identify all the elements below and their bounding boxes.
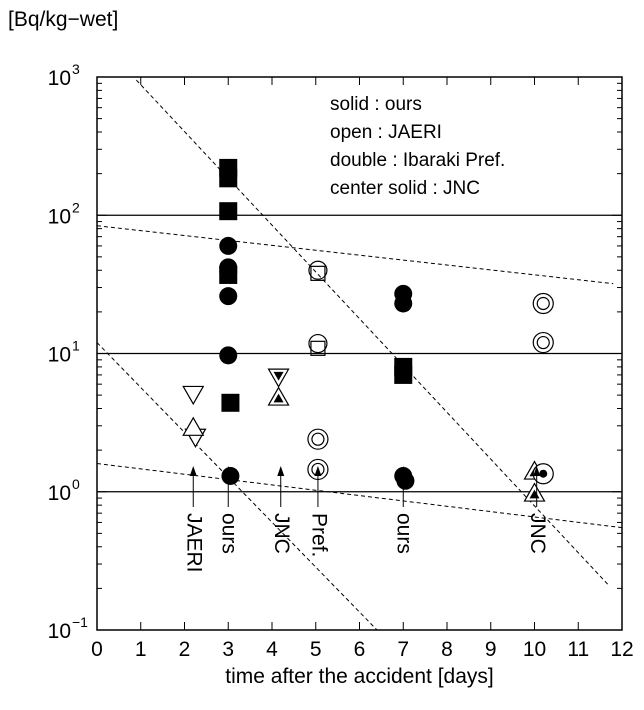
marker-filled-circle bbox=[396, 471, 415, 490]
open-square-marker bbox=[310, 265, 326, 281]
annotation-label: JAERI bbox=[183, 513, 206, 573]
legend-entry: double : Ibaraki Pref. bbox=[330, 150, 505, 171]
x-tick-label: 1 bbox=[135, 638, 147, 661]
annotation-arrow-head bbox=[277, 466, 285, 476]
marker-open-triangle-down bbox=[182, 385, 205, 406]
annotation-arrow-head bbox=[314, 466, 322, 476]
marker-filled-square bbox=[394, 365, 413, 384]
center-solid-triangle-up-inner bbox=[273, 393, 284, 403]
x-tick-label: 8 bbox=[441, 638, 453, 661]
marker-filled-circle bbox=[219, 236, 238, 255]
annotation-label: ours bbox=[393, 513, 416, 554]
x-tick-label: 5 bbox=[310, 638, 322, 661]
open-circle-marker bbox=[308, 260, 328, 280]
x-tick-label: 6 bbox=[354, 638, 366, 661]
marker-filled-circle bbox=[219, 346, 238, 365]
filled-square-marker bbox=[221, 393, 240, 412]
marker-filled-circle bbox=[219, 287, 238, 306]
y-tick-label: 10 bbox=[48, 67, 71, 90]
marker-filled-square bbox=[221, 393, 240, 412]
double-circle-outer bbox=[307, 428, 329, 450]
marker-open-triangle-up bbox=[182, 416, 205, 436]
double-circle-inner bbox=[536, 296, 550, 311]
marker-circle-center-solid bbox=[532, 463, 554, 485]
double-circle-inner bbox=[536, 335, 550, 350]
filled-square-marker bbox=[219, 202, 238, 221]
marker-double-circle bbox=[532, 292, 554, 315]
annotation: JAERI bbox=[183, 466, 206, 573]
filled-circle-marker bbox=[219, 236, 238, 255]
annotation: Pref. bbox=[307, 466, 330, 557]
y-tick-label: 10 bbox=[48, 482, 71, 505]
marker-triangle-down-center-solid bbox=[267, 368, 290, 388]
x-tick-label: 4 bbox=[266, 638, 278, 661]
filled-circle-marker bbox=[219, 262, 238, 281]
legend-entry: open : JAERI bbox=[330, 122, 442, 143]
x-axis-label: time after the accident [days] bbox=[225, 665, 493, 688]
annotation-arrow-head bbox=[399, 466, 407, 476]
annotation-arrow-head bbox=[189, 466, 197, 476]
marker-filled-circle bbox=[219, 262, 238, 281]
x-tick-label: 11 bbox=[567, 638, 589, 661]
x-tick-label: 9 bbox=[485, 638, 497, 661]
annotation: JNC bbox=[270, 466, 293, 554]
legend-entry: center solid : JNC bbox=[330, 178, 480, 199]
open-triangle-up-marker bbox=[182, 416, 205, 436]
center-solid-triangle-down-inner bbox=[273, 371, 284, 381]
filled-square-marker bbox=[219, 169, 238, 188]
annotation-label: ours bbox=[218, 513, 241, 554]
y-unit-label: [Bq/kg−wet] bbox=[8, 8, 119, 31]
annotation: JNC bbox=[526, 466, 549, 554]
x-tick-label: 3 bbox=[222, 638, 234, 661]
marker-open-square bbox=[310, 265, 326, 281]
annotation: ours bbox=[393, 466, 416, 554]
y-tick-exponent: 1 bbox=[72, 338, 80, 354]
fit-line bbox=[97, 225, 614, 285]
marker-open-circle bbox=[308, 333, 328, 354]
y-tick-label: 10 bbox=[48, 205, 71, 228]
double-circle-outer bbox=[532, 292, 554, 315]
annotation-label: Pref. bbox=[307, 513, 330, 557]
filled-circle-marker bbox=[219, 346, 238, 365]
y-tick-label: 10 bbox=[48, 620, 71, 643]
filled-circle-marker bbox=[396, 471, 415, 490]
annotation-arrow-head bbox=[224, 466, 232, 476]
x-tick-label: 0 bbox=[91, 638, 103, 661]
fit-line bbox=[97, 342, 378, 630]
annotation-label: JNC bbox=[526, 513, 549, 554]
marker-filled-circle bbox=[394, 294, 413, 313]
marker-double-circle bbox=[307, 428, 329, 450]
y-tick-label: 10 bbox=[48, 344, 71, 367]
x-tick-label: 12 bbox=[610, 638, 633, 661]
x-tick-label: 10 bbox=[523, 638, 546, 661]
marker-triangle-up-center-solid bbox=[267, 386, 290, 406]
legend-entry: solid : ours bbox=[330, 94, 422, 115]
double-circle-outer bbox=[532, 331, 554, 354]
annotation-label: JNC bbox=[270, 513, 293, 554]
center-solid-circle-dot bbox=[539, 469, 548, 478]
x-tick-label: 2 bbox=[179, 638, 191, 661]
marker-open-circle bbox=[308, 260, 328, 280]
y-tick-exponent: −1 bbox=[72, 614, 88, 630]
marker-double-circle bbox=[532, 331, 554, 354]
open-circle-marker bbox=[308, 333, 328, 354]
y-tick-exponent: 3 bbox=[72, 61, 80, 77]
marker-filled-square bbox=[219, 169, 238, 188]
x-tick-label: 7 bbox=[397, 638, 409, 661]
filled-circle-marker bbox=[219, 287, 238, 306]
filled-circle-marker bbox=[394, 294, 413, 313]
y-tick-exponent: 2 bbox=[72, 199, 80, 215]
annotation: ours bbox=[218, 466, 241, 554]
marker-filled-square bbox=[219, 202, 238, 221]
double-circle-inner bbox=[311, 432, 325, 446]
open-triangle-down-marker bbox=[182, 385, 205, 406]
filled-square-marker bbox=[394, 365, 413, 384]
y-tick-exponent: 0 bbox=[72, 476, 80, 492]
annotation-arrow-head bbox=[533, 466, 541, 476]
